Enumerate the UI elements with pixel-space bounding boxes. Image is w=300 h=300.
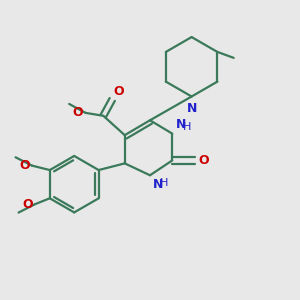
Text: O: O (114, 85, 124, 98)
Text: N: N (176, 118, 187, 131)
Text: O: O (19, 159, 29, 172)
Text: O: O (22, 198, 32, 211)
Text: O: O (198, 154, 209, 167)
Text: O: O (72, 106, 83, 119)
Text: N: N (153, 178, 163, 190)
Text: N: N (186, 102, 197, 115)
Text: H: H (160, 178, 168, 188)
Text: H: H (183, 122, 191, 132)
